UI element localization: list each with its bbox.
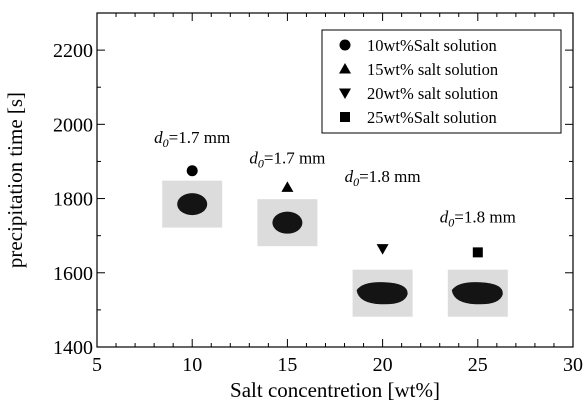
annotation-value: =1.7 mm xyxy=(264,148,326,167)
droplet-photo-20wt-salt-solution xyxy=(352,269,413,317)
data-points xyxy=(186,165,483,258)
y-tick-label: 1400 xyxy=(53,337,93,359)
annotation-value: =1.7 mm xyxy=(169,128,231,147)
legend: 10wt%Salt solution 15wt% salt solution 20w… xyxy=(321,29,562,134)
droplet xyxy=(177,193,208,216)
x-tick-label: 15 xyxy=(277,354,297,376)
droplet-images xyxy=(162,180,508,317)
axes: 5 10 15 20 25 30 1400 1600 1800 2000 2200 Salt co… xyxy=(3,12,583,402)
droplet xyxy=(272,211,303,234)
annotation-subscript: 0 xyxy=(258,156,264,170)
x-tick-label: 5 xyxy=(92,354,102,376)
data-point-15wt-salt-solution xyxy=(281,181,294,192)
annotation-symbol: d xyxy=(345,167,354,186)
y-tick-label: 1800 xyxy=(53,189,93,211)
legend-entry-25wt-salt-solution: 25wt%Salt solution xyxy=(340,108,497,127)
annotation-subscript: 0 xyxy=(353,175,359,189)
legend-entry-20wt-salt-solution: 20wt% salt solution xyxy=(339,84,498,103)
x-tick-label: 20 xyxy=(373,354,393,376)
data-point-20wt-salt-solution xyxy=(376,244,389,255)
y-tick-label: 1600 xyxy=(53,263,93,285)
annotation-value: =1.8 mm xyxy=(359,167,421,186)
annotation-symbol: d xyxy=(154,128,163,147)
legend-entry-10wt-salt-solution: 10wt%Salt solution xyxy=(339,36,497,55)
y-axis-label: precipitation time [s] xyxy=(3,92,27,268)
x-tick-label: 25 xyxy=(468,354,488,376)
annotation-subscript: 0 xyxy=(448,216,454,230)
legend-marker xyxy=(340,112,350,122)
droplet-photo-10wt-salt-solution xyxy=(162,180,223,228)
y-axis-ticks: 1400 1600 1800 2000 2200 xyxy=(53,12,573,359)
diameter-annotation: d0=1.8 mm xyxy=(345,167,421,189)
data-point-10wt-salt-solution xyxy=(186,165,198,177)
legend-box xyxy=(321,29,562,134)
y-tick-label: 2000 xyxy=(53,114,93,136)
annotation-symbol: d xyxy=(440,208,449,227)
annotation-subscript: 0 xyxy=(163,136,169,150)
diameter-annotation: d0=1.7 mm xyxy=(154,128,230,150)
x-axis-label: Salt concentretion [wt%] xyxy=(230,378,440,402)
droplet-photo-25wt-salt-solution xyxy=(447,269,508,317)
legend-marker xyxy=(339,39,351,51)
droplet xyxy=(356,282,408,305)
plot-frame xyxy=(96,12,574,348)
diameter-annotation: d0=1.8 mm xyxy=(440,208,516,230)
legend-label: 20wt% salt solution xyxy=(367,84,498,103)
droplet-photo-15wt-salt-solution xyxy=(257,199,318,247)
legend-label: 25wt%Salt solution xyxy=(367,108,497,127)
legend-entry-15wt-salt-solution: 15wt% salt solution xyxy=(339,60,498,79)
droplet xyxy=(451,282,503,305)
x-tick-label: 10 xyxy=(182,354,202,376)
x-tick-label: 30 xyxy=(563,354,583,376)
y-tick-label: 2200 xyxy=(53,40,93,62)
legend-marker xyxy=(339,88,351,99)
legend-label: 10wt%Salt solution xyxy=(367,36,497,55)
legend-label: 15wt% salt solution xyxy=(367,60,498,79)
x-axis-ticks: 5 10 15 20 25 30 xyxy=(92,13,583,376)
annotation-value: =1.8 mm xyxy=(454,208,516,227)
data-point-25wt-salt-solution xyxy=(472,247,483,258)
diameter-annotation: d0=1.7 mm xyxy=(249,148,325,170)
legend-marker xyxy=(339,63,351,74)
annotation-symbol: d xyxy=(249,148,258,167)
